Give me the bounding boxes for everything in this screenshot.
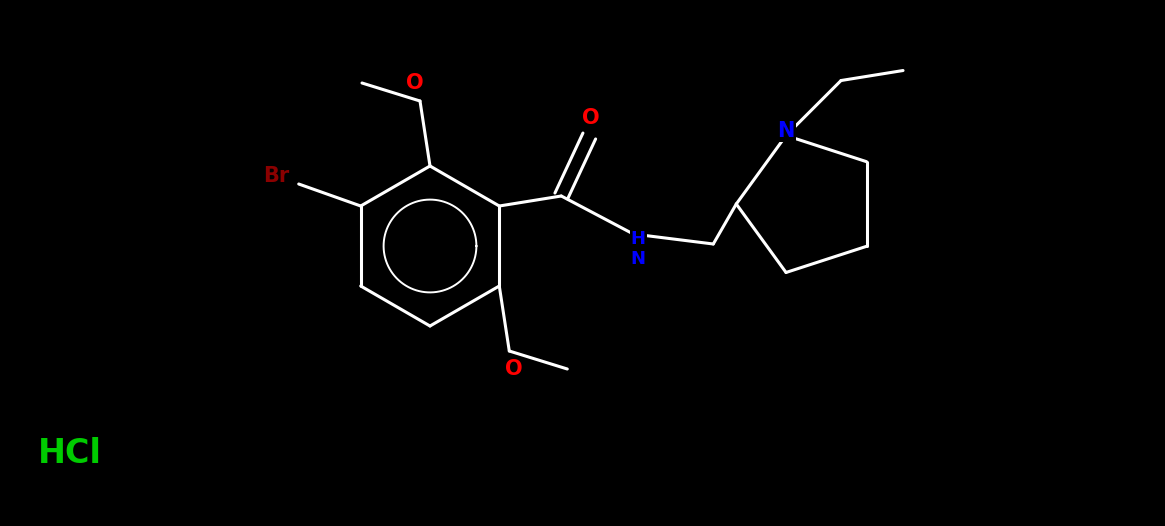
Text: Br: Br (263, 166, 290, 186)
Text: N: N (777, 120, 795, 140)
Text: O: O (582, 108, 600, 128)
Text: H
N: H N (630, 230, 645, 268)
Text: O: O (407, 73, 424, 93)
Text: O: O (506, 359, 523, 379)
Text: HCl: HCl (38, 438, 103, 470)
